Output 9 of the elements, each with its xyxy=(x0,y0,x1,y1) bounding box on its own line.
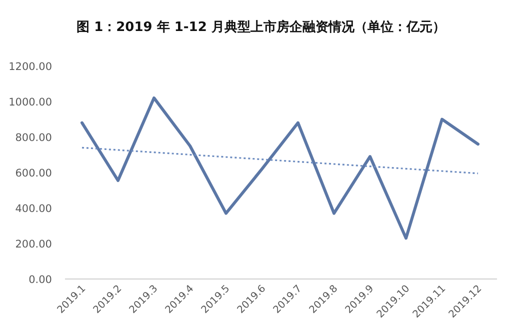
chart-title: 图 1：2019 年 1-12 月典型上市房企融资情况（单位：亿元） xyxy=(76,19,446,35)
y-tick-label: 600.00 xyxy=(15,168,52,180)
y-tick-label: 1200.00 xyxy=(8,61,52,73)
y-tick-label: 800.00 xyxy=(15,132,52,144)
y-tick-label: 0.00 xyxy=(28,274,52,286)
y-tick-label: 400.00 xyxy=(15,203,52,215)
line-series xyxy=(80,96,480,240)
y-tick-label: 1000.00 xyxy=(8,96,52,108)
y-tick-label: 200.00 xyxy=(15,238,52,250)
